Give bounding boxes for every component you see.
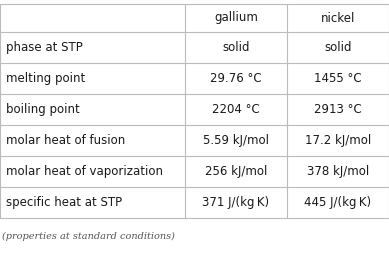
Text: 378 kJ/mol: 378 kJ/mol [307, 165, 369, 178]
Text: (properties at standard conditions): (properties at standard conditions) [2, 232, 175, 241]
Text: 445 J/(kg K): 445 J/(kg K) [305, 196, 371, 209]
Text: solid: solid [324, 41, 352, 54]
Text: molar heat of vaporization: molar heat of vaporization [6, 165, 163, 178]
Text: gallium: gallium [214, 11, 258, 25]
Text: melting point: melting point [6, 72, 85, 85]
Text: 2204 °C: 2204 °C [212, 103, 260, 116]
Text: 29.76 °C: 29.76 °C [210, 72, 262, 85]
Text: 371 J/(kg K): 371 J/(kg K) [202, 196, 270, 209]
Text: 17.2 kJ/mol: 17.2 kJ/mol [305, 134, 371, 147]
Text: phase at STP: phase at STP [6, 41, 83, 54]
Text: specific heat at STP: specific heat at STP [6, 196, 122, 209]
Text: 256 kJ/mol: 256 kJ/mol [205, 165, 267, 178]
Text: 5.59 kJ/mol: 5.59 kJ/mol [203, 134, 269, 147]
Text: 1455 °C: 1455 °C [314, 72, 362, 85]
Text: boiling point: boiling point [6, 103, 80, 116]
Text: solid: solid [222, 41, 250, 54]
Text: molar heat of fusion: molar heat of fusion [6, 134, 125, 147]
Text: nickel: nickel [321, 11, 355, 25]
Text: 2913 °C: 2913 °C [314, 103, 362, 116]
